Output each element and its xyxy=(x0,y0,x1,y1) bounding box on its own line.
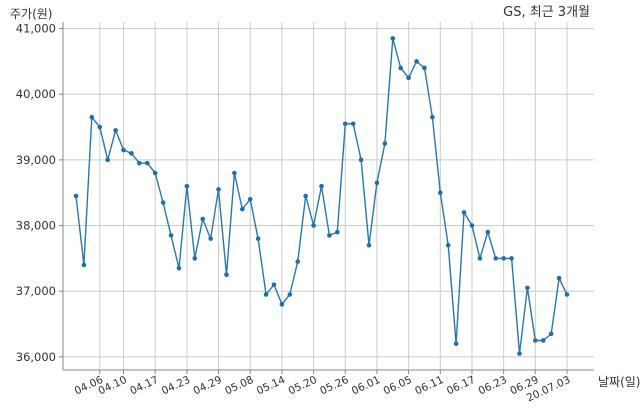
data-point xyxy=(137,160,142,166)
data-point xyxy=(295,259,301,264)
data-point xyxy=(232,170,237,176)
data-point xyxy=(208,236,213,241)
data-point xyxy=(89,114,95,120)
data-point xyxy=(319,183,324,189)
data-point xyxy=(255,236,261,241)
data-point xyxy=(501,256,506,261)
data-point xyxy=(81,262,87,268)
data-point xyxy=(517,351,522,356)
data-point xyxy=(287,292,293,297)
x-tick-label: 04.29 xyxy=(191,374,223,398)
y-tick-label: 38,000 xyxy=(16,219,56,233)
data-point xyxy=(192,256,198,261)
data-point xyxy=(445,242,451,248)
data-point xyxy=(437,190,443,196)
data-point xyxy=(390,36,396,41)
data-point xyxy=(224,272,229,278)
series-line xyxy=(75,37,568,355)
x-tick-label: 05.26 xyxy=(318,374,351,398)
data-point xyxy=(430,114,435,120)
data-point xyxy=(382,141,388,146)
data-point xyxy=(556,275,562,281)
data-point xyxy=(540,338,546,343)
x-tick-label: 06.23 xyxy=(477,374,509,398)
data-point xyxy=(184,183,190,189)
y-tick-labels: 36,000 37,000 38,000 39,000 40,000 41,000 xyxy=(16,22,63,364)
data-point xyxy=(406,75,411,81)
y-tick-label: 40,000 xyxy=(16,87,56,101)
data-point xyxy=(358,157,364,163)
data-point xyxy=(263,292,269,297)
data-point xyxy=(485,229,491,235)
data-point xyxy=(240,206,245,212)
data-point xyxy=(97,124,103,130)
data-point xyxy=(422,65,427,71)
data-point xyxy=(525,285,530,291)
y-tick-label: 39,000 xyxy=(16,153,56,167)
data-point xyxy=(129,151,134,156)
data-point xyxy=(398,65,403,71)
data-point xyxy=(350,121,356,127)
y-tick-label: 37,000 xyxy=(16,284,56,298)
data-point xyxy=(342,121,348,127)
data-point xyxy=(176,265,182,271)
data-point xyxy=(121,147,126,153)
data-point xyxy=(564,292,570,297)
y-axis-label: 주가(원) xyxy=(10,7,52,21)
data-point xyxy=(247,196,253,202)
data-point xyxy=(200,216,206,222)
data-point xyxy=(113,128,118,133)
x-tick-label: 06.01 xyxy=(350,374,382,398)
data-point xyxy=(152,170,158,176)
data-point xyxy=(533,338,538,343)
data-point xyxy=(327,233,332,238)
data-point xyxy=(279,302,285,307)
data-point xyxy=(303,193,308,199)
x-tick-label: 05.14 xyxy=(255,374,288,398)
x-axis-label: 날짜(일) xyxy=(598,375,640,389)
data-point xyxy=(144,160,150,166)
data-point xyxy=(160,200,166,205)
x-tick-label: 06.05 xyxy=(382,374,414,398)
data-point xyxy=(168,233,174,238)
x-tick-label: 06.17 xyxy=(445,374,477,398)
chart-title: GS, 최근 3개월 xyxy=(503,5,590,20)
data-point xyxy=(73,193,79,199)
data-point xyxy=(493,256,499,261)
grid-lines xyxy=(63,22,594,370)
data-point xyxy=(469,223,475,228)
y-tick-label: 36,000 xyxy=(16,350,56,364)
data-point xyxy=(548,331,554,337)
price-series xyxy=(73,36,570,356)
data-point xyxy=(271,282,277,287)
x-tick-label: 05.20 xyxy=(287,374,319,398)
x-tick-label: 04.17 xyxy=(128,374,160,398)
data-point xyxy=(477,256,483,261)
data-point xyxy=(311,223,316,228)
data-point xyxy=(414,59,419,64)
data-point xyxy=(453,341,459,347)
data-point xyxy=(216,187,221,192)
data-point xyxy=(509,256,514,261)
data-point xyxy=(374,180,380,186)
data-point xyxy=(335,229,340,235)
x-tick-label: 05.08 xyxy=(223,374,255,398)
x-tick-label: 06.11 xyxy=(413,374,445,398)
y-tick-label: 41,000 xyxy=(16,22,56,36)
x-tick-label: 04.23 xyxy=(160,374,192,398)
data-point xyxy=(461,210,467,215)
data-point xyxy=(105,157,110,163)
data-point xyxy=(366,242,372,248)
